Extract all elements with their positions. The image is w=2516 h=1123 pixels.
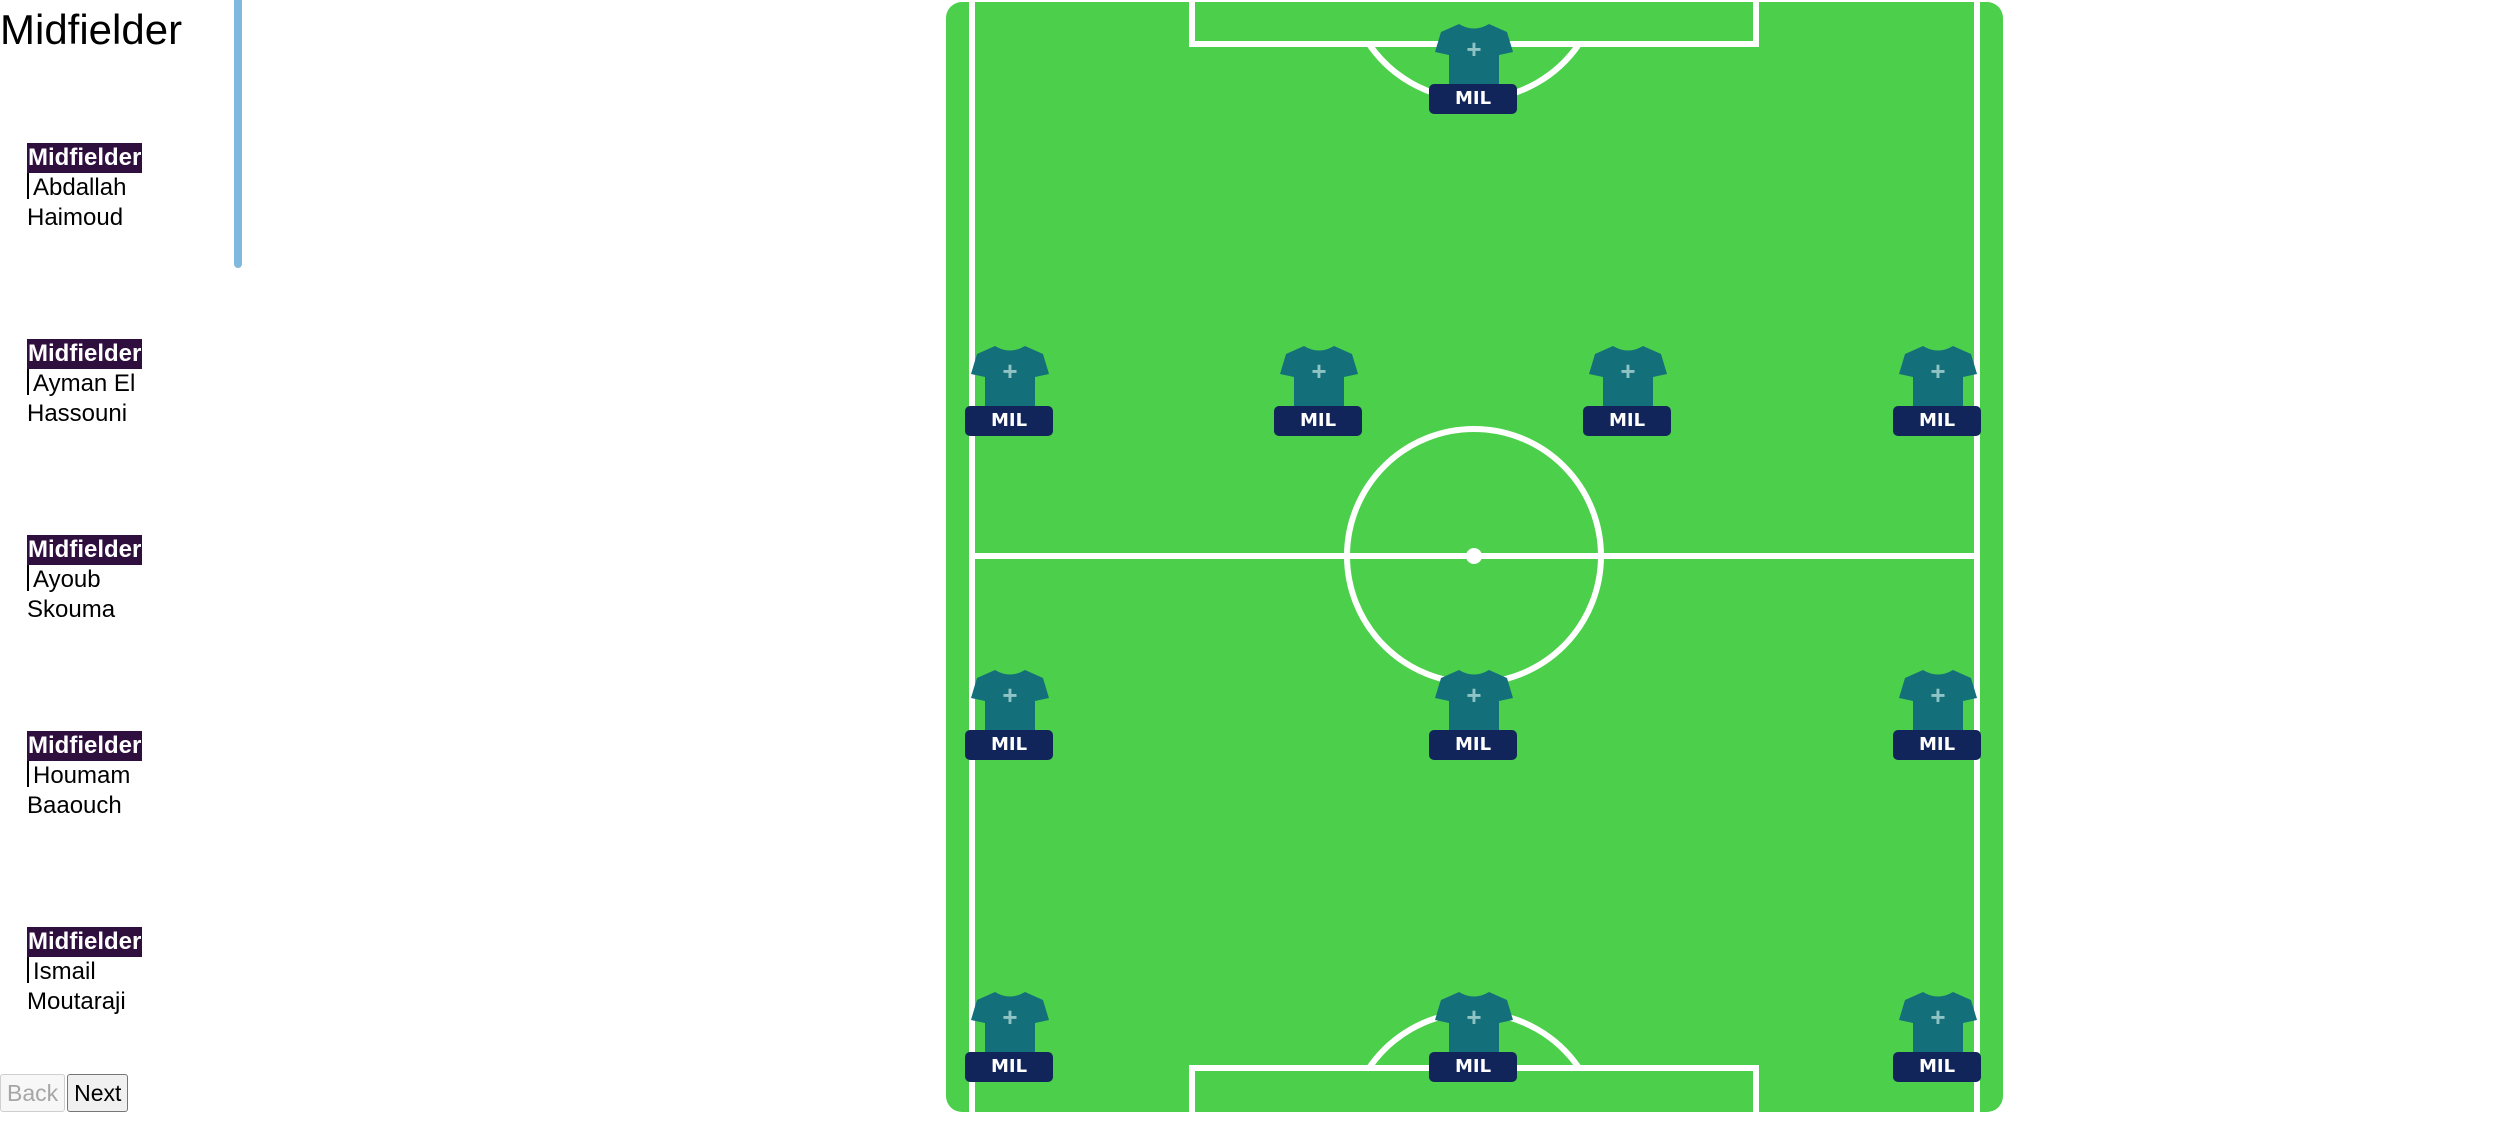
position-badge: Midfielder	[27, 143, 143, 173]
next-button[interactable]: Next	[67, 1074, 129, 1112]
slot-position-label: MIL	[1893, 730, 1981, 760]
jersey-icon	[1899, 992, 1977, 1052]
slot-position-label: MIL	[1429, 84, 1517, 114]
player-item[interactable]: Midfielder Ayoub Skouma	[27, 535, 227, 731]
player-item[interactable]: Midfielder Ismail Moutaraji	[27, 927, 227, 1123]
nav-buttons: Back Next	[0, 1074, 129, 1112]
player-slot[interactable]: + MIL	[1274, 344, 1364, 448]
player-slot[interactable]: + MIL	[1893, 990, 1983, 1094]
player-item[interactable]: Midfielder Ayman El Hassouni	[27, 339, 227, 535]
position-badge: Midfielder	[27, 339, 143, 369]
player-slot[interactable]: + MIL	[1893, 344, 1983, 448]
player-slot[interactable]: + MIL	[1893, 668, 1983, 772]
plus-icon: +	[1930, 356, 1946, 386]
slot-position-label: MIL	[1429, 1052, 1517, 1082]
slot-position-label: MIL	[965, 730, 1053, 760]
jersey-icon	[1589, 346, 1667, 406]
plus-icon: +	[1466, 1002, 1482, 1032]
text-cursor	[27, 761, 29, 787]
slot-position-label: MIL	[1893, 1052, 1981, 1082]
player-name: Houmam Baaouch	[27, 762, 131, 819]
pitch-markings	[969, 2, 1980, 1112]
player-slot[interactable]: + MIL	[1429, 22, 1519, 126]
jersey-icon	[971, 670, 1049, 730]
player-item[interactable]: Midfielder Abdallah Haimoud	[27, 143, 227, 339]
slot-position-label: MIL	[1274, 406, 1362, 436]
slot-position-label: MIL	[965, 406, 1053, 436]
back-button[interactable]: Back	[0, 1074, 66, 1112]
plus-icon: +	[1311, 356, 1327, 386]
jersey-icon	[1435, 670, 1513, 730]
slot-position-label: MIL	[965, 1052, 1053, 1082]
player-name: Abdallah Haimoud	[27, 174, 127, 231]
player-slot[interactable]: + MIL	[965, 668, 1055, 772]
position-badge: Midfielder	[27, 927, 143, 957]
jersey-icon	[1280, 346, 1358, 406]
slot-position-label: MIL	[1893, 406, 1981, 436]
position-badge: Midfielder	[27, 731, 143, 761]
text-cursor	[27, 957, 29, 983]
player-name: Ismail Moutaraji	[27, 958, 126, 1015]
jersey-icon	[971, 992, 1049, 1052]
player-name: Ayoub Skouma	[27, 566, 116, 623]
position-badge: Midfielder	[27, 535, 143, 565]
plus-icon: +	[1466, 34, 1482, 64]
player-item[interactable]: Midfielder Houmam Baaouch	[27, 731, 227, 927]
plus-icon: +	[1466, 680, 1482, 710]
plus-icon: +	[1002, 356, 1018, 386]
player-slot[interactable]: + MIL	[1583, 344, 1673, 448]
sidebar-title: Midfielder	[0, 6, 183, 53]
text-cursor	[27, 565, 29, 591]
player-slot[interactable]: + MIL	[965, 344, 1055, 448]
text-cursor	[27, 369, 29, 395]
sidebar-scrollbar[interactable]	[234, 0, 242, 268]
text-cursor	[27, 173, 29, 199]
player-slot[interactable]: + MIL	[965, 990, 1055, 1094]
jersey-icon	[1899, 346, 1977, 406]
slot-position-label: MIL	[1583, 406, 1671, 436]
jersey-icon	[971, 346, 1049, 406]
plus-icon: +	[1930, 680, 1946, 710]
plus-icon: +	[1002, 680, 1018, 710]
slot-position-label: MIL	[1429, 730, 1517, 760]
player-list: Midfielder Abdallah Haimoud Midfielder A…	[27, 143, 227, 1123]
player-slot[interactable]: + MIL	[1429, 990, 1519, 1094]
player-slot[interactable]: + MIL	[1429, 668, 1519, 772]
center-spot	[1466, 548, 1482, 564]
player-name: Ayman El Hassouni	[27, 370, 136, 427]
plus-icon: +	[1620, 356, 1636, 386]
jersey-icon	[1435, 24, 1513, 84]
plus-icon: +	[1002, 1002, 1018, 1032]
jersey-icon	[1899, 670, 1977, 730]
jersey-icon	[1435, 992, 1513, 1052]
plus-icon: +	[1930, 1002, 1946, 1032]
football-pitch: + MIL + MIL + MIL + MIL + MIL + MIL + MI…	[946, 2, 2003, 1112]
player-sidebar: Midfielder Midfielder Abdallah Haimoud M…	[0, 0, 250, 1114]
